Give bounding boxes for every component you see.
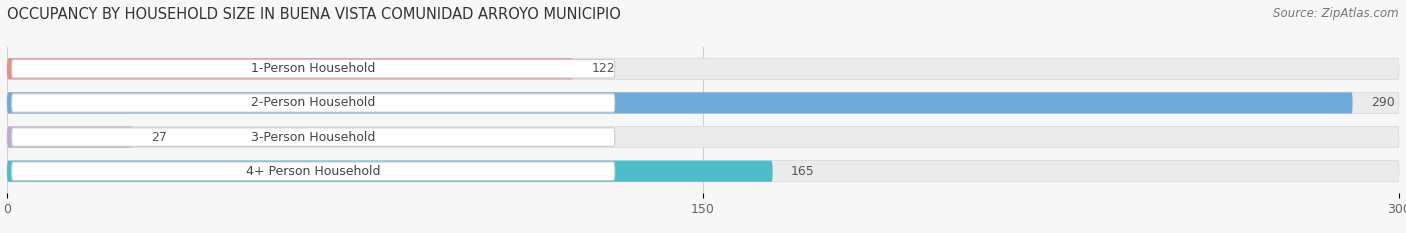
FancyBboxPatch shape (7, 92, 1399, 113)
FancyBboxPatch shape (7, 161, 773, 182)
FancyBboxPatch shape (7, 58, 1399, 79)
Text: OCCUPANCY BY HOUSEHOLD SIZE IN BUENA VISTA COMUNIDAD ARROYO MUNICIPIO: OCCUPANCY BY HOUSEHOLD SIZE IN BUENA VIS… (7, 7, 621, 22)
Text: 2-Person Household: 2-Person Household (252, 96, 375, 110)
FancyBboxPatch shape (11, 128, 614, 146)
FancyBboxPatch shape (11, 60, 614, 78)
Text: 27: 27 (150, 130, 167, 144)
FancyBboxPatch shape (7, 127, 1399, 148)
Text: 290: 290 (1371, 96, 1395, 110)
Text: 165: 165 (792, 165, 815, 178)
FancyBboxPatch shape (7, 92, 1353, 113)
Text: Source: ZipAtlas.com: Source: ZipAtlas.com (1274, 7, 1399, 20)
FancyBboxPatch shape (7, 127, 132, 148)
Text: 122: 122 (592, 62, 616, 75)
FancyBboxPatch shape (7, 161, 1399, 182)
FancyBboxPatch shape (7, 58, 574, 79)
FancyBboxPatch shape (11, 94, 614, 112)
FancyBboxPatch shape (11, 162, 614, 180)
Text: 4+ Person Household: 4+ Person Household (246, 165, 381, 178)
Text: 3-Person Household: 3-Person Household (252, 130, 375, 144)
Text: 1-Person Household: 1-Person Household (252, 62, 375, 75)
